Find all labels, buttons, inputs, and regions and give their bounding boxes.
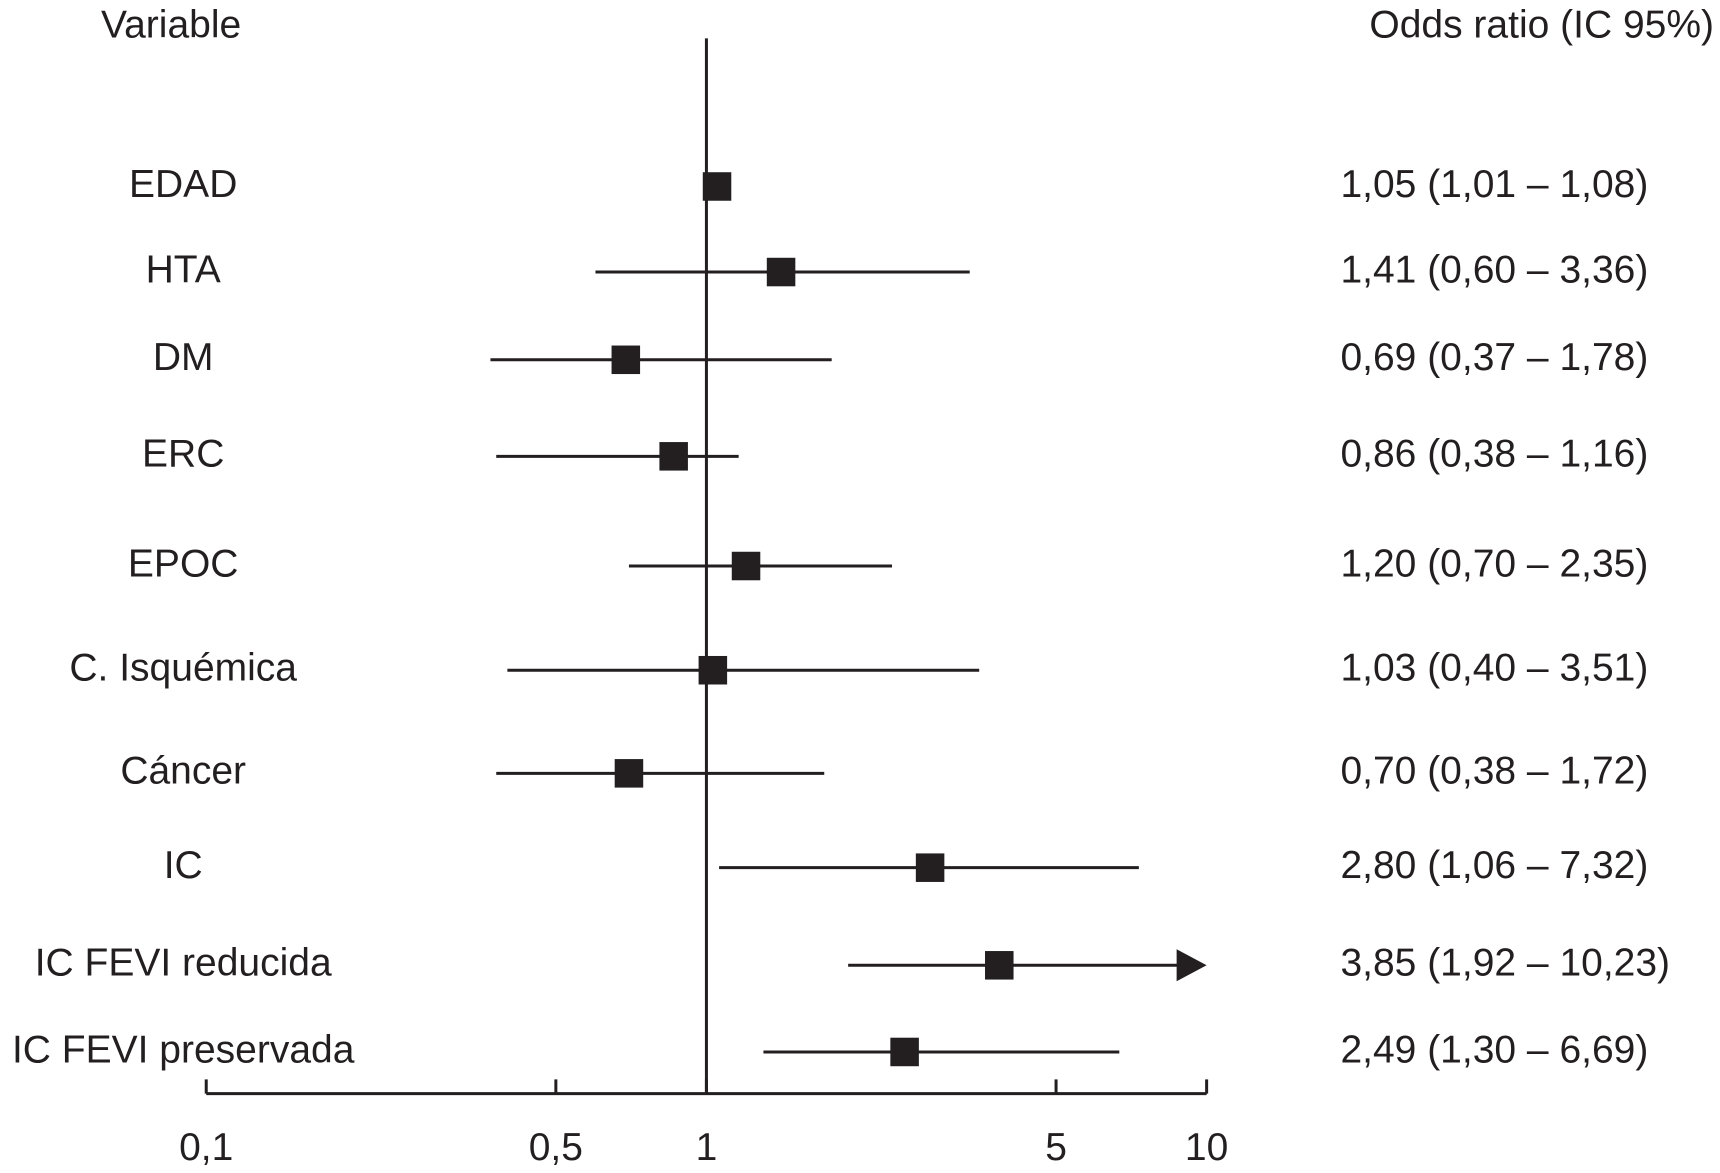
- value-label: 1,41 (0,60 – 3,36): [1340, 248, 1648, 291]
- label-header: Variable: [101, 3, 241, 46]
- value-label: 0,70 (0,38 – 1,72): [1340, 750, 1648, 793]
- point-estimate: [614, 759, 644, 788]
- row-label: HTA: [146, 248, 221, 291]
- value-label: 1,05 (1,01 – 1,08): [1340, 163, 1648, 206]
- point-estimate: [702, 172, 732, 201]
- x-tick-label: 1: [696, 1126, 718, 1169]
- point-estimate: [766, 257, 796, 287]
- row-label: Cáncer: [120, 750, 246, 793]
- x-tick-label: 10: [1185, 1126, 1228, 1169]
- point-estimate: [985, 951, 1014, 980]
- value-label: 1,20 (0,70 – 2,35): [1340, 542, 1648, 585]
- x-tick-label: 0,1: [179, 1126, 233, 1169]
- value-label: 0,86 (0,38 – 1,16): [1340, 433, 1648, 476]
- x-tick-label: 0,5: [529, 1126, 583, 1169]
- row-label: IC: [164, 844, 203, 887]
- value-header: Odds ratio (IC 95%): [1369, 3, 1714, 46]
- value-label: 0,69 (0,37 – 1,78): [1340, 336, 1648, 379]
- row-label: ERC: [142, 433, 224, 476]
- row-label: IC FEVI reducida: [35, 942, 332, 985]
- point-estimate: [659, 442, 688, 471]
- point-estimate: [611, 345, 641, 375]
- point-estimate: [731, 551, 761, 581]
- row-label: EPOC: [128, 542, 239, 585]
- value-label: 3,85 (1,92 – 10,23): [1340, 942, 1670, 985]
- row-label: DM: [153, 336, 214, 379]
- row-label: IC FEVI preservada: [12, 1028, 355, 1071]
- x-tick-label: 5: [1045, 1126, 1067, 1169]
- row-label: EDAD: [129, 163, 237, 206]
- value-label: 1,03 (0,40 – 3,51): [1340, 647, 1648, 690]
- value-label: 2,49 (1,30 – 6,69): [1340, 1028, 1648, 1071]
- value-label: 2,80 (1,06 – 7,32): [1340, 844, 1648, 887]
- point-estimate: [915, 853, 945, 882]
- interval-arrow: [1176, 949, 1207, 982]
- point-estimate: [698, 655, 728, 685]
- point-estimate: [890, 1037, 919, 1067]
- row-label: C. Isquémica: [69, 647, 297, 690]
